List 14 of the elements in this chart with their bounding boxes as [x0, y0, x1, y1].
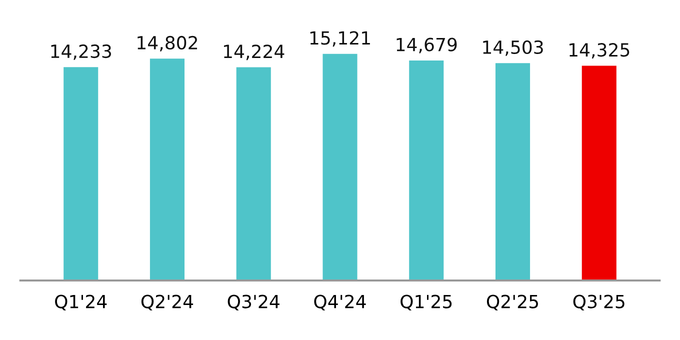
- x-tick-label: Q4'24: [314, 294, 366, 310]
- x-tick-label: Q1'25: [400, 294, 452, 310]
- x-tick-label: Q3'25: [573, 294, 624, 310]
- data-label: 14,503: [483, 40, 543, 56]
- data-label: 14,325: [570, 43, 630, 59]
- x-tick-label: Q1'24: [55, 294, 107, 310]
- x-tick-label: Q3'24: [228, 294, 280, 310]
- data-label: 14,233: [51, 44, 112, 60]
- data-label: 14,802: [138, 36, 198, 52]
- x-tick-label: Q2'24: [141, 294, 194, 310]
- x-tick-label: Q2'25: [486, 294, 538, 310]
- data-label: 14,679: [396, 38, 457, 54]
- data-label: 14,224: [224, 44, 284, 60]
- data-label: 15,121: [310, 31, 370, 47]
